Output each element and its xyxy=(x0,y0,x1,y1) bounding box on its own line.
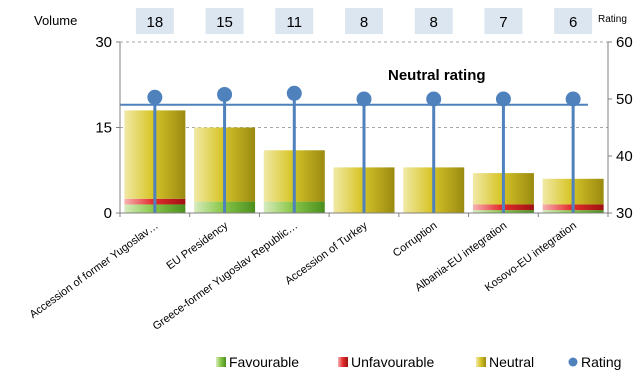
legend-swatch xyxy=(216,357,226,367)
right-tick-label: 60 xyxy=(616,34,633,51)
axes: 0 15 30 30 40 50 60 xyxy=(95,34,632,222)
category-labels: Accession of former Yugoslav… EU Presiden… xyxy=(28,219,579,332)
category-label: EU Presidency xyxy=(164,219,230,272)
legend-swatch xyxy=(476,357,486,367)
volume-labels: 18 15 11 8 8 7 6 xyxy=(135,8,593,34)
volume-box xyxy=(554,8,593,34)
rating-point xyxy=(286,85,302,101)
rating-point xyxy=(565,91,581,107)
category-label: Corruption xyxy=(391,220,440,260)
volume-box xyxy=(484,8,523,34)
legend-label: Favourable xyxy=(229,354,299,370)
left-tick-label: 15 xyxy=(95,120,112,137)
right-tick-label: 50 xyxy=(616,91,633,108)
rating-point xyxy=(217,86,233,102)
right-tick-label: 30 xyxy=(616,205,633,222)
volume-box xyxy=(135,8,174,34)
neutral-rating-label: Neutral rating xyxy=(388,67,486,84)
rating-point xyxy=(356,91,372,107)
legend-label: Unfavourable xyxy=(351,354,434,370)
category-label: Accession of former Yugoslav… xyxy=(28,220,161,321)
rating-series xyxy=(147,85,581,213)
category-label: Greece-former Yugoslav Republic… xyxy=(151,220,300,333)
legend-label: Rating xyxy=(581,354,621,370)
volume-label: 8 xyxy=(430,14,438,31)
volume-label: 18 xyxy=(147,14,164,31)
volume-box xyxy=(345,8,383,34)
rating-point xyxy=(147,89,163,105)
right-tick-label: 40 xyxy=(616,148,633,165)
legend-swatch-rating xyxy=(568,357,578,367)
volume-box xyxy=(205,8,244,34)
legend-label: Neutral xyxy=(489,354,534,370)
legend-swatch xyxy=(338,357,348,367)
left-tick-label: 30 xyxy=(95,34,112,51)
volume-box xyxy=(414,8,453,34)
reference-line-group: Neutral rating xyxy=(120,67,588,106)
volume-label: 8 xyxy=(360,14,368,31)
legend: Favourable Unfavourable Neutral Rating xyxy=(216,354,621,370)
left-tick-label: 0 xyxy=(104,205,112,222)
rating-point xyxy=(495,91,511,107)
volume-label: 6 xyxy=(569,14,577,31)
left-axis-title: Volume xyxy=(34,13,77,28)
volume-label: 15 xyxy=(216,14,233,31)
volume-box xyxy=(275,8,314,34)
right-axis-title: Rating xyxy=(598,14,627,25)
rating-point xyxy=(426,91,442,107)
volume-label: 11 xyxy=(286,14,302,31)
volume-label: 7 xyxy=(499,14,507,31)
